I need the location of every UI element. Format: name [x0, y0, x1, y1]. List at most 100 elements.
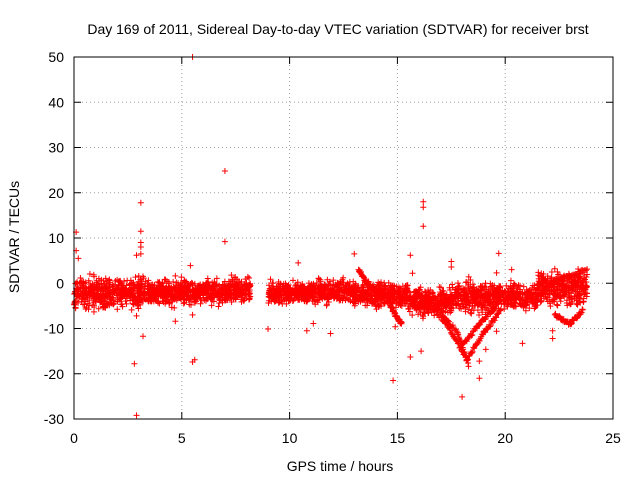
data-point — [493, 301, 500, 308]
data-point — [315, 276, 322, 283]
data-point — [234, 276, 241, 283]
data-point — [481, 290, 488, 297]
data-point — [549, 327, 556, 334]
data-point — [111, 289, 118, 296]
data-point — [401, 294, 408, 301]
data-point — [514, 293, 521, 300]
data-point — [346, 278, 353, 285]
data-point — [321, 285, 328, 292]
data-point — [477, 293, 484, 300]
data-point — [135, 272, 142, 279]
data-point — [507, 289, 514, 296]
data-point — [221, 168, 228, 175]
data-point — [175, 282, 182, 289]
data-point — [409, 312, 416, 319]
data-point — [119, 283, 126, 290]
data-point — [279, 300, 286, 307]
data-point — [128, 306, 135, 313]
data-point — [554, 286, 561, 293]
data-point — [453, 300, 460, 307]
data-point — [365, 290, 372, 297]
y-tick-label: -30 — [44, 411, 64, 427]
data-point — [272, 292, 279, 299]
data-point — [372, 303, 379, 310]
data-point — [197, 300, 204, 307]
x-tick-label: 15 — [390, 430, 406, 446]
data-point — [522, 294, 529, 301]
data-point — [87, 291, 94, 298]
data-point — [295, 259, 302, 266]
data-point — [420, 302, 427, 309]
data-point — [82, 306, 89, 313]
data-point — [360, 289, 367, 296]
x-axis-label: GPS time / hours — [287, 458, 394, 474]
data-point — [339, 297, 346, 304]
data-point — [535, 269, 542, 276]
data-point — [130, 281, 137, 288]
data-point — [265, 325, 272, 332]
data-point — [357, 297, 364, 304]
data-point — [191, 356, 198, 363]
y-tick-label: 0 — [56, 275, 64, 291]
data-point — [234, 287, 241, 294]
data-point — [142, 278, 149, 285]
data-point — [554, 268, 561, 275]
data-point — [123, 300, 130, 307]
data-point — [310, 287, 317, 294]
data-point — [244, 273, 251, 280]
data-point — [512, 302, 519, 309]
data-point — [465, 299, 472, 306]
data-point — [351, 250, 358, 257]
data-point — [228, 294, 235, 301]
data-point — [574, 314, 581, 321]
data-point — [186, 301, 193, 308]
data-point — [359, 287, 366, 294]
data-point — [510, 287, 517, 294]
data-point — [286, 285, 293, 292]
data-point — [462, 304, 469, 311]
data-point — [213, 275, 220, 282]
data-point — [390, 377, 397, 384]
data-point — [469, 290, 476, 297]
data-point — [137, 199, 144, 206]
data-point — [452, 294, 459, 301]
data-point — [171, 304, 178, 311]
y-tick-label: 50 — [48, 49, 64, 65]
data-point — [344, 288, 351, 295]
data-point — [452, 286, 459, 293]
data-point — [415, 293, 422, 300]
data-point — [517, 301, 524, 308]
data-point — [457, 295, 464, 302]
data-points — [71, 54, 591, 419]
data-point — [529, 282, 536, 289]
data-point — [584, 290, 591, 297]
data-point — [436, 283, 443, 290]
data-point — [564, 278, 571, 285]
data-point — [522, 307, 529, 314]
data-point — [487, 283, 494, 290]
data-point — [583, 283, 590, 290]
data-point — [332, 281, 339, 288]
data-point — [227, 278, 234, 285]
data-point — [165, 291, 172, 298]
data-point — [132, 274, 139, 281]
data-point — [347, 287, 354, 294]
data-point — [545, 284, 552, 291]
data-point — [504, 301, 511, 308]
data-point — [536, 281, 543, 288]
data-point — [477, 287, 484, 294]
data-point — [568, 321, 575, 328]
data-point — [310, 320, 317, 327]
data-point — [522, 299, 529, 306]
data-point — [279, 287, 286, 294]
data-point — [574, 286, 581, 293]
y-tick-label: 30 — [48, 140, 64, 156]
data-point — [149, 284, 156, 291]
y-tick-label: 10 — [48, 230, 64, 246]
data-point — [542, 276, 549, 283]
data-point — [485, 286, 492, 293]
data-point — [102, 304, 109, 311]
data-point — [271, 297, 278, 304]
data-point — [438, 291, 445, 298]
data-point — [439, 295, 446, 302]
